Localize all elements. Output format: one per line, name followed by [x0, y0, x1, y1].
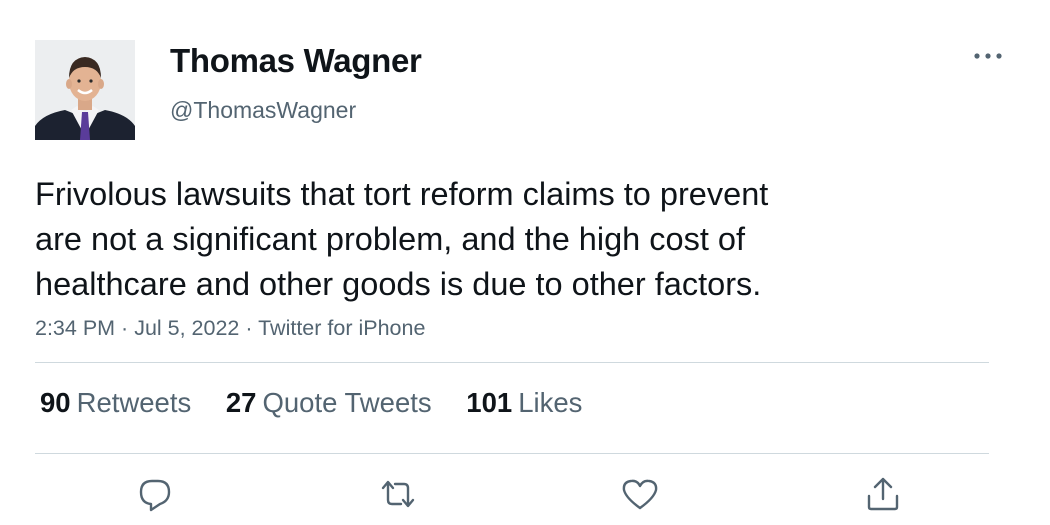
tweet-date[interactable]: Jul 5, 2022: [134, 316, 240, 340]
meta-separator: ·: [115, 316, 135, 340]
reply-icon: [139, 479, 171, 512]
like-button[interactable]: [620, 474, 660, 514]
tweet-meta: 2:34 PM · Jul 5, 2022 · Twitter for iPho…: [35, 316, 425, 341]
tweet-text: Frivolous lawsuits that tort reform clai…: [35, 172, 935, 307]
profile-photo-icon: [35, 40, 135, 140]
meta-separator: ·: [239, 316, 259, 340]
engagement-stats: 90 Retweets 27 Quote Tweets 101 Likes: [40, 387, 609, 419]
quote-tweets-label: Quote Tweets: [262, 387, 432, 418]
display-name[interactable]: Thomas Wagner: [170, 42, 422, 79]
likes-label: Likes: [518, 387, 583, 418]
like-icon: [622, 479, 658, 510]
quote-tweets-count: 27: [225, 387, 257, 418]
tweet-time[interactable]: 2:34 PM: [35, 316, 116, 340]
more-options-button[interactable]: [968, 42, 1008, 70]
avatar[interactable]: [35, 40, 135, 140]
retweets-stat[interactable]: 90 Retweets: [40, 387, 191, 419]
quote-tweets-stat[interactable]: 27 Quote Tweets: [226, 387, 432, 419]
reply-button[interactable]: [135, 474, 175, 514]
retweet-icon: [381, 480, 415, 508]
share-icon: [867, 477, 899, 511]
likes-stat[interactable]: 101 Likes: [466, 387, 582, 419]
divider: [35, 453, 989, 454]
more-dots-icon: [974, 53, 1002, 59]
divider: [35, 362, 989, 363]
likes-count: 101: [466, 387, 513, 418]
share-button[interactable]: [863, 474, 903, 514]
tweet-text-line: Frivolous lawsuits that tort reform clai…: [35, 176, 769, 212]
tweet-source[interactable]: Twitter for iPhone: [258, 316, 426, 340]
tweet-text-line: are not a significant problem, and the h…: [35, 221, 746, 257]
tweet-text-line: healthcare and other goods is due to oth…: [35, 266, 762, 302]
retweets-count: 90: [40, 387, 71, 418]
retweets-label: Retweets: [76, 387, 192, 418]
retweet-button[interactable]: [378, 474, 418, 514]
user-handle[interactable]: @ThomasWagner: [170, 97, 357, 123]
